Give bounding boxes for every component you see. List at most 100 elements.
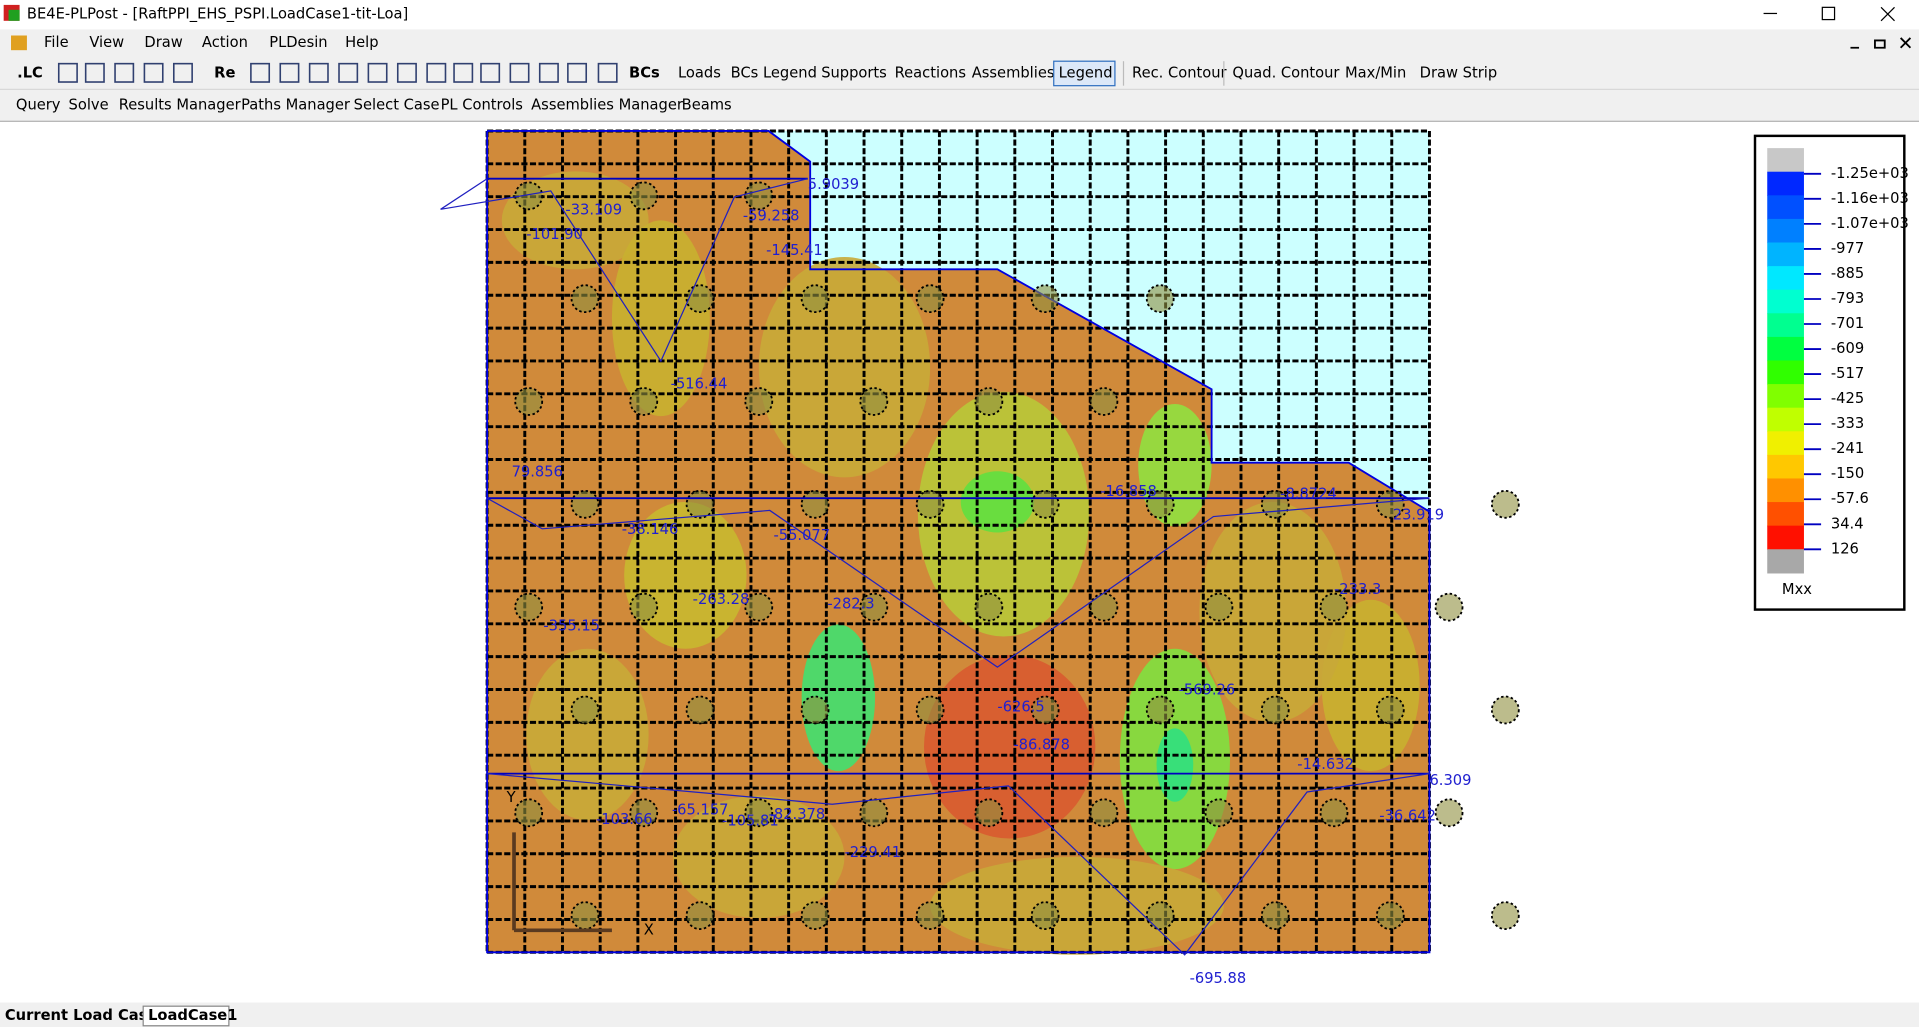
pile bbox=[1089, 387, 1119, 416]
legend-swatch bbox=[1767, 336, 1804, 362]
pile bbox=[1490, 489, 1520, 519]
moment-diagram bbox=[440, 178, 808, 363]
contour-zone bbox=[758, 257, 931, 478]
legend-label: -793 bbox=[1831, 290, 1864, 307]
menu-item[interactable]: View bbox=[89, 34, 124, 51]
pile bbox=[629, 592, 659, 622]
toolbar-button[interactable]: Beams bbox=[682, 96, 732, 113]
menu-item[interactable]: PLDesin bbox=[269, 34, 327, 51]
toolbar-icon[interactable] bbox=[57, 62, 78, 83]
toolbar-button[interactable]: Supports bbox=[821, 64, 887, 81]
toolbar-icon[interactable] bbox=[250, 62, 271, 83]
toolbar-icon[interactable] bbox=[84, 62, 105, 83]
toolbar-button[interactable]: Assemblies Manager bbox=[531, 96, 684, 113]
legend-label: -333 bbox=[1831, 415, 1864, 432]
pile bbox=[1089, 798, 1119, 828]
restore[interactable] bbox=[1821, 6, 1836, 21]
toolbar-icon[interactable] bbox=[279, 62, 300, 83]
legend-label: -609 bbox=[1831, 340, 1864, 357]
result-label: -105.81 bbox=[722, 812, 779, 829]
result-label: -14.632 bbox=[1297, 756, 1354, 773]
result-label: -33.109 bbox=[565, 202, 622, 219]
toolbar-button[interactable]: Assemblies bbox=[972, 64, 1055, 81]
pile bbox=[1204, 592, 1234, 622]
menu-item[interactable]: Help bbox=[345, 34, 378, 51]
result-label: 79.856 bbox=[512, 463, 563, 480]
result-label: -626.5 bbox=[997, 699, 1044, 716]
legend-swatch bbox=[1767, 454, 1804, 480]
toolbar-icon[interactable] bbox=[338, 62, 359, 83]
toolbar-button[interactable]: PL Controls bbox=[441, 96, 523, 113]
toolbar-button[interactable]: Quad. Contour bbox=[1232, 64, 1340, 81]
legend-swatch bbox=[1767, 384, 1804, 409]
toolbar-button[interactable]: Solve bbox=[69, 96, 109, 113]
legend-label: -977 bbox=[1831, 240, 1864, 257]
pile bbox=[570, 901, 600, 930]
pile bbox=[1319, 592, 1349, 622]
toolbar-icon[interactable] bbox=[509, 62, 530, 83]
toolbar-button[interactable]: Reactions bbox=[895, 64, 966, 81]
pile bbox=[800, 901, 830, 930]
toolbar-icon[interactable] bbox=[308, 62, 329, 83]
status-bar bbox=[0, 1002, 1919, 1027]
close[interactable] bbox=[1880, 6, 1895, 22]
legend-swatch bbox=[1767, 266, 1804, 291]
pile bbox=[1145, 695, 1175, 725]
pile bbox=[800, 489, 830, 519]
toolbar-button[interactable]: BCs Legend bbox=[731, 64, 817, 81]
menu-item[interactable]: Draw bbox=[144, 34, 182, 51]
toolbar-icon[interactable] bbox=[143, 62, 164, 83]
pile bbox=[1030, 284, 1060, 314]
pile bbox=[570, 489, 600, 519]
legend-label: -1.16e+03 bbox=[1831, 190, 1909, 207]
legend-button-pressed[interactable] bbox=[1053, 60, 1116, 87]
pile bbox=[744, 181, 774, 211]
legend-swatch bbox=[1767, 360, 1804, 385]
contour-zone bbox=[1321, 599, 1420, 772]
menu-item[interactable]: Action bbox=[202, 34, 248, 51]
toolbar-icon[interactable] bbox=[453, 62, 474, 83]
toolbar-button[interactable]: .LC bbox=[17, 64, 43, 81]
toolbar-button[interactable]: Draw Strip bbox=[1420, 64, 1497, 81]
legend-label: -1.07e+03 bbox=[1831, 215, 1909, 232]
pile bbox=[514, 181, 544, 211]
toolbar-button[interactable]: Legend bbox=[1059, 64, 1113, 81]
toolbar-icon[interactable] bbox=[172, 62, 193, 83]
toolbar-button[interactable]: BCs bbox=[629, 64, 660, 81]
toolbar-icon[interactable] bbox=[396, 62, 417, 83]
legend-swatch bbox=[1767, 502, 1804, 527]
mdi-controls[interactable] bbox=[1850, 37, 1912, 49]
legend-swatch bbox=[1767, 478, 1804, 503]
toolbar-button[interactable]: Paths Manager bbox=[241, 96, 351, 113]
pile bbox=[974, 798, 1004, 828]
legend-swatch bbox=[1767, 195, 1804, 220]
toolbar-icon[interactable] bbox=[114, 62, 135, 83]
toolbar-button[interactable]: Loads bbox=[678, 64, 721, 81]
toolbar-icon[interactable] bbox=[367, 62, 388, 83]
pile bbox=[1319, 798, 1349, 828]
toolbar-icon[interactable] bbox=[480, 62, 501, 83]
toolbar-button[interactable]: Rec. Contour bbox=[1132, 64, 1227, 81]
pile bbox=[514, 387, 544, 416]
result-label: -282.3 bbox=[827, 596, 874, 613]
toolbar-button[interactable]: Results Manager bbox=[119, 96, 242, 113]
legend-swatch bbox=[1767, 289, 1804, 314]
menu-item[interactable]: File bbox=[44, 34, 69, 51]
toolbar-icon[interactable] bbox=[538, 62, 559, 83]
toolbar-button[interactable]: Re bbox=[214, 64, 235, 81]
toolbar-button[interactable]: Query bbox=[16, 96, 61, 113]
pile bbox=[1030, 695, 1060, 725]
pile bbox=[514, 798, 544, 828]
toolbar-icon[interactable] bbox=[597, 62, 618, 83]
slab-edge bbox=[486, 130, 1431, 954]
toolbar-icon[interactable] bbox=[426, 62, 447, 83]
legend-label: -885 bbox=[1831, 265, 1864, 282]
toolbar-icon[interactable] bbox=[567, 62, 588, 83]
toolbar-button[interactable]: Select Case bbox=[354, 96, 440, 113]
pile bbox=[1145, 284, 1175, 314]
pile bbox=[915, 489, 945, 519]
toolbar-button[interactable]: Max/Min bbox=[1345, 64, 1406, 81]
legend-label: -425 bbox=[1831, 390, 1864, 407]
legend-swatch bbox=[1767, 525, 1804, 550]
